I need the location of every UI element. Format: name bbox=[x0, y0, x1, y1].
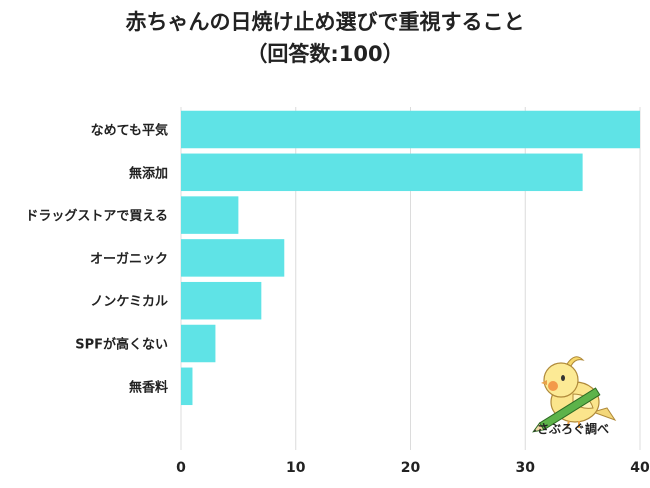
bar bbox=[181, 281, 262, 320]
bar bbox=[181, 196, 239, 234]
category-label: なめても平気 bbox=[91, 123, 168, 139]
bar bbox=[181, 367, 193, 406]
chart-subtitle: （回答数:100） bbox=[246, 42, 404, 66]
x-tick-label: 10 bbox=[286, 460, 306, 476]
category-label: 無添加 bbox=[129, 165, 168, 181]
bar bbox=[181, 324, 216, 363]
bar bbox=[181, 239, 285, 277]
category-label: オーガニック bbox=[90, 252, 168, 267]
x-tick-label: 0 bbox=[176, 460, 186, 476]
watermark-credit: さぶろぐ調べ bbox=[536, 422, 609, 436]
bars-group bbox=[181, 110, 640, 406]
bar bbox=[181, 153, 583, 192]
chart-title: 赤ちゃんの日焼け止め選びで重視すること bbox=[125, 10, 525, 34]
x-tick-label: 30 bbox=[516, 460, 536, 476]
category-label: SPFが高くない bbox=[75, 337, 168, 353]
x-tick-label: 20 bbox=[401, 460, 421, 476]
chart-title-block: 赤ちゃんの日焼け止め選びで重視すること （回答数:100） bbox=[0, 6, 650, 70]
bar bbox=[181, 110, 640, 149]
bird-mascot-icon bbox=[532, 356, 617, 433]
category-label: ノンケミカル bbox=[90, 295, 168, 310]
x-tick-label: 40 bbox=[630, 460, 650, 476]
x-tick-labels: 0 10 20 30 40 bbox=[176, 460, 650, 476]
category-label: ドラッグストアで買える bbox=[25, 208, 168, 224]
category-label: 無香料 bbox=[129, 379, 168, 395]
